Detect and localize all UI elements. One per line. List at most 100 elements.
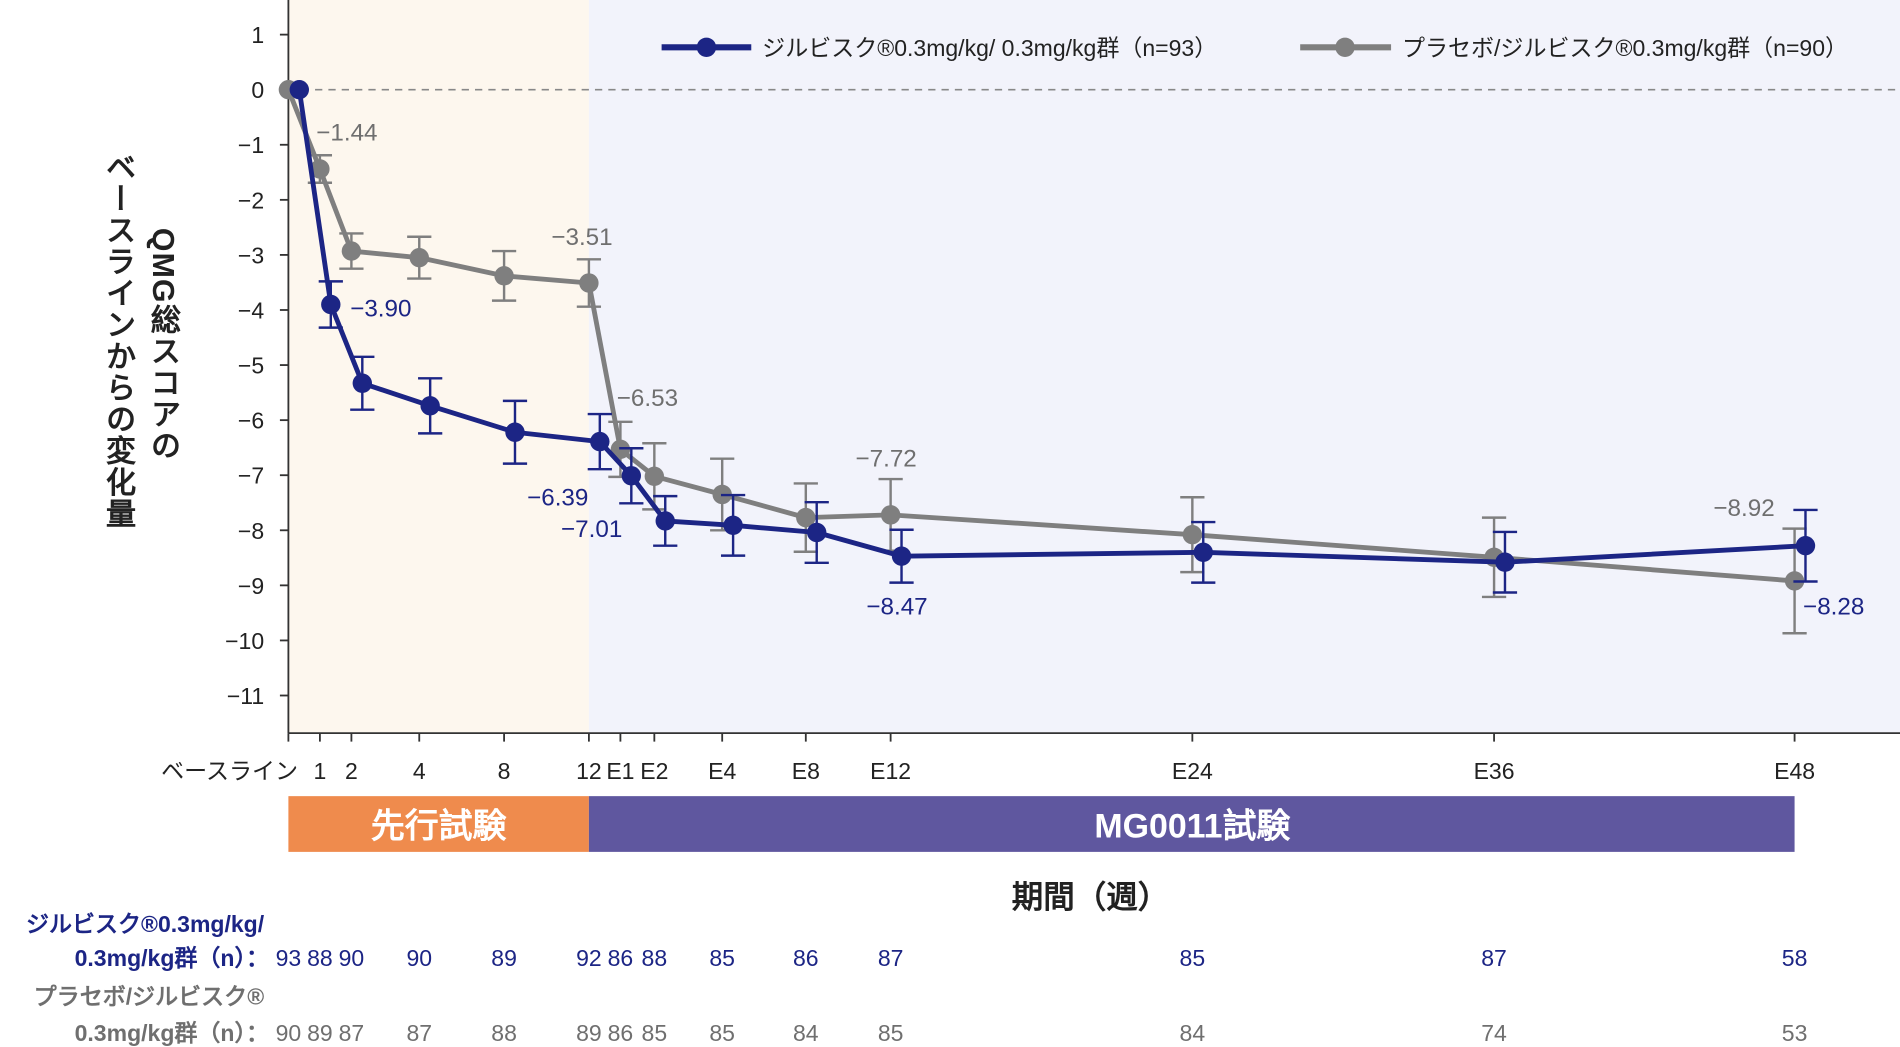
phase-bar-lead <box>288 796 589 852</box>
n-value-zilbysq: 89 <box>491 945 517 971</box>
y-tick-label: −8 <box>238 518 264 544</box>
n-value-placebo: 90 <box>276 1020 302 1046</box>
n-value-zilbysq: 86 <box>608 945 634 971</box>
n-row-placebo-label-2: 0.3mg/kg群（n）： <box>75 1020 269 1046</box>
series-line-placebo <box>286 88 1795 584</box>
x-tick-label: ベースライン <box>161 758 298 784</box>
legend-label-placebo: プラセボ/ジルビスク®0.3mg/kg群（n=90） <box>1402 35 1848 61</box>
data-label-placebo-w1: −1.44 <box>316 120 377 147</box>
x-tick-label: 4 <box>413 758 426 784</box>
x-tick-label: E36 <box>1474 758 1515 784</box>
data-point-placebo <box>644 466 665 487</box>
x-tick-label: E24 <box>1172 758 1213 784</box>
x-tick-label: E12 <box>870 758 911 784</box>
n-value-zilbysq: 87 <box>878 945 904 971</box>
data-point-zilbysq <box>420 396 440 416</box>
x-tick-label: E48 <box>1774 758 1815 784</box>
data-point-zilbysq <box>891 546 912 566</box>
data-point-zilbysq <box>723 515 743 536</box>
y-tick-label: −7 <box>238 463 264 489</box>
phase-bar-mg0011 <box>588 796 1795 852</box>
data-point-placebo <box>880 505 901 525</box>
n-value-zilbysq: 58 <box>1782 945 1808 971</box>
data-point-placebo <box>1182 524 1203 545</box>
n-row-placebo-label-1: プラセボ/ジルビスク® <box>34 984 265 1010</box>
n-value-placebo: 86 <box>608 1020 634 1046</box>
data-point-placebo <box>579 273 599 293</box>
series-line-zilbysq <box>296 89 1806 565</box>
data-point-placebo <box>796 507 816 528</box>
data-label-placebo-w12: −3.51 <box>551 224 612 251</box>
data-point-zilbysq <box>1495 552 1515 572</box>
n-row-zilbysq-label-2: 0.3mg/kg群（n）： <box>75 945 269 971</box>
data-point-zilbysq <box>655 511 675 531</box>
n-value-placebo: 88 <box>491 1020 517 1046</box>
n-value-zilbysq: 85 <box>1180 945 1206 971</box>
legend-marker-placebo <box>1335 37 1355 57</box>
y-tick-label: −2 <box>238 187 264 213</box>
legend: ジルビスク®0.3mg/kg/ 0.3mg/kg群（n=93） プラセボ/ジルビ… <box>661 35 1848 61</box>
n-value-zilbysq: 85 <box>709 945 735 971</box>
data-point-zilbysq <box>352 373 373 393</box>
data-label-zilbysq-w12: −6.39 <box>527 484 588 511</box>
n-value-placebo: 87 <box>339 1020 365 1046</box>
n-value-zilbysq: 88 <box>642 945 668 971</box>
data-label-zilbysq-e1: −7.01 <box>561 516 622 543</box>
y-tick-label: −4 <box>238 297 264 323</box>
data-point-placebo <box>341 241 362 261</box>
data-label-placebo-e12: −7.72 <box>855 446 916 473</box>
phase-label-mg0011: MG0011試験 <box>1094 807 1290 845</box>
n-value-zilbysq: 90 <box>406 945 432 971</box>
n-value-zilbysq: 92 <box>576 945 602 971</box>
legend-label-zilbysq: ジルビスク®0.3mg/kg/ 0.3mg/kg群（n=93） <box>762 35 1217 61</box>
data-point-zilbysq <box>1795 536 1816 556</box>
phase-label-lead: 先行試験 <box>371 807 507 845</box>
x-tick-label: E4 <box>708 758 736 784</box>
x-tick-label: E8 <box>792 758 820 784</box>
data-point-placebo <box>494 266 514 286</box>
n-value-zilbysq: 93 <box>276 945 302 971</box>
n-value-placebo: 85 <box>878 1020 904 1046</box>
n-value-zilbysq: 90 <box>339 945 365 971</box>
y-tick-label: 0 <box>251 77 264 103</box>
n-row-zilbysq-label-1: ジルビスク®0.3mg/kg/ <box>26 911 265 937</box>
n-value-zilbysq: 88 <box>307 945 333 971</box>
x-tick-label: 8 <box>498 758 511 784</box>
data-label-placebo-e1: −6.53 <box>617 385 678 412</box>
phase-background-lead <box>288 0 589 734</box>
y-tick-label: −11 <box>227 683 264 709</box>
data-point-zilbysq <box>505 422 525 442</box>
data-point-zilbysq <box>807 522 827 543</box>
x-tick-label: 1 <box>313 758 326 784</box>
data-point-zilbysq <box>590 431 610 452</box>
y-tick-label: −1 <box>238 132 264 158</box>
legend-marker-zilbysq <box>696 37 717 57</box>
y-axis-title-line2: ベースラインからの変化量 <box>101 151 136 529</box>
data-label-zilbysq-e48: −8.28 <box>1803 593 1864 620</box>
data-point-placebo <box>310 159 330 179</box>
data-label-placebo-e48: −8.92 <box>1713 495 1774 522</box>
data-point-zilbysq <box>621 466 642 486</box>
n-value-placebo: 85 <box>642 1020 668 1046</box>
y-axis-title-line1: QMG総スコアの <box>146 228 181 461</box>
x-tick-label: E2 <box>640 758 668 784</box>
n-value-placebo: 74 <box>1481 1020 1507 1046</box>
y-tick-label: −10 <box>225 628 264 654</box>
y-tick-label: −3 <box>238 242 264 268</box>
y-tick-label: −9 <box>238 573 264 599</box>
x-axis-title: 期間（週） <box>1012 879 1170 915</box>
n-value-zilbysq: 87 <box>1481 945 1507 971</box>
y-tick-label: −5 <box>238 353 264 379</box>
x-tick-label: 12 <box>576 758 602 784</box>
data-point-zilbysq <box>321 294 341 315</box>
n-value-placebo: 89 <box>576 1020 602 1046</box>
y-tick-label: −6 <box>238 408 264 434</box>
n-value-placebo: 89 <box>307 1020 333 1046</box>
data-label-zilbysq-w1: −3.90 <box>350 295 411 322</box>
data-label-zilbysq-e12: −8.47 <box>866 593 927 620</box>
data-point-zilbysq <box>1193 542 1213 563</box>
y-tick-label: 1 <box>251 22 264 48</box>
n-value-placebo: 84 <box>793 1020 819 1046</box>
phase-background-mg0011 <box>588 0 1900 734</box>
